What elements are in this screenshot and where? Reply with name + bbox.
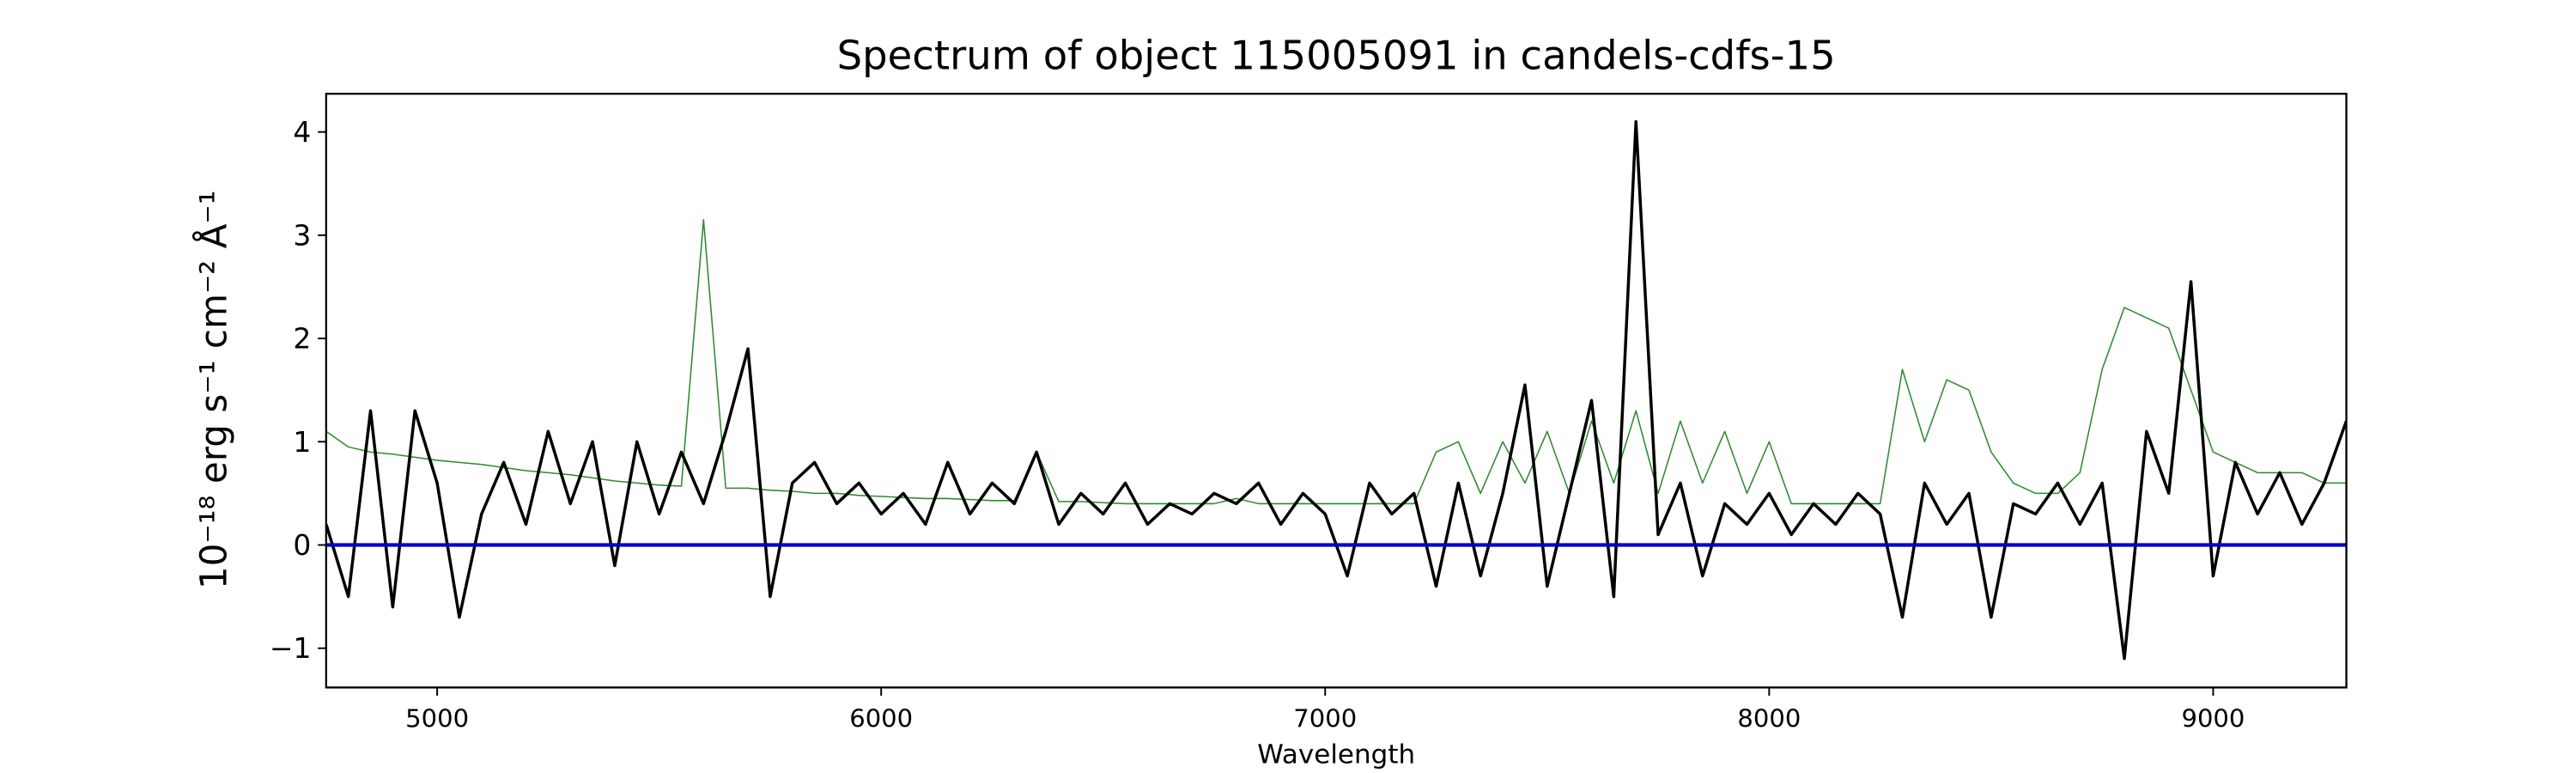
y-tick-label: −1 xyxy=(270,632,312,665)
y-tick-label: 1 xyxy=(293,426,311,459)
y-tick-label: 2 xyxy=(293,323,311,356)
x-tick-label: 9000 xyxy=(2181,704,2245,733)
y-tick-label: 0 xyxy=(293,529,311,562)
x-tick-label: 7000 xyxy=(1293,704,1357,733)
y-tick-label: 3 xyxy=(293,220,311,253)
series-line xyxy=(325,119,2347,660)
y-axis-label: 10⁻¹⁸ erg s⁻¹ cm⁻² Å⁻¹ xyxy=(191,190,234,589)
y-tick-label: 4 xyxy=(293,116,311,149)
x-axis-label: Wavelength xyxy=(1257,740,1415,770)
series-line xyxy=(325,219,2347,505)
x-tick-label: 6000 xyxy=(849,704,913,733)
chart-title: Spectrum of object 115005091 in candels-… xyxy=(837,33,1836,79)
plot-frame xyxy=(325,93,2348,689)
x-tick-label: 5000 xyxy=(405,704,469,733)
x-tick-label: 8000 xyxy=(1737,704,1801,733)
